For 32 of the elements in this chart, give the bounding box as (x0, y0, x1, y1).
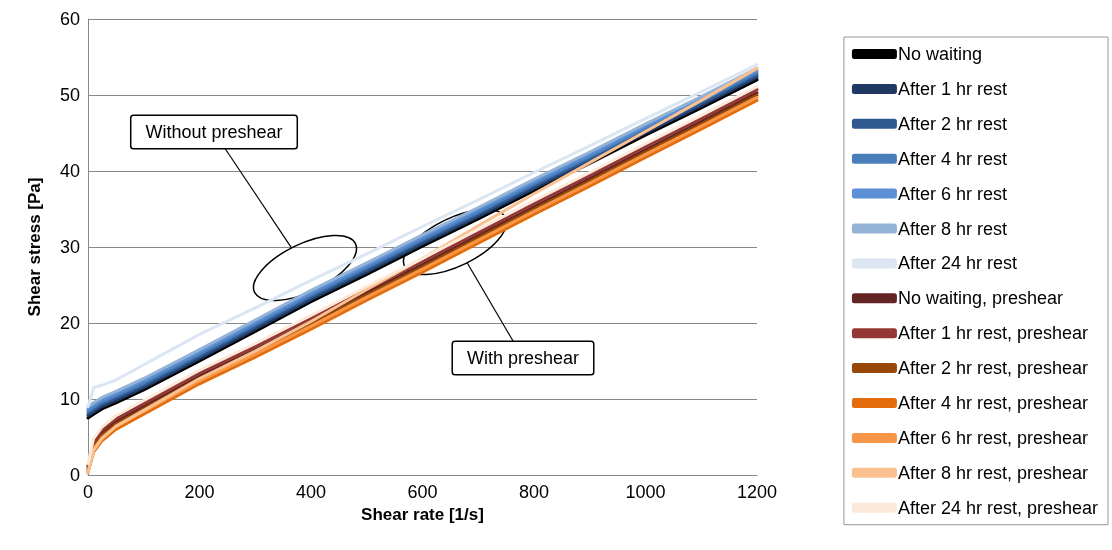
x-tick-label: 400 (295, 482, 327, 502)
x-axis-title: Shear rate [1/s] (361, 504, 484, 524)
x-tick-label: 1200 (736, 482, 778, 502)
y-tick-label: 20 (59, 313, 80, 333)
x-tick-label: 0 (82, 482, 94, 502)
y-tick-label: 0 (69, 465, 80, 485)
annotation: With preshear (466, 348, 580, 368)
legend-label: After 6 hr rest (897, 183, 1007, 204)
y-axis-title: Shear stress [Pa] (25, 177, 44, 317)
legend-label: After 1 hr rest, preshear (897, 323, 1088, 344)
legend-label: After 1 hr rest (897, 78, 1007, 99)
x-tick-label: 600 (407, 482, 438, 502)
y-tick-label: 10 (59, 389, 80, 409)
annotation: Without preshear (145, 122, 283, 142)
legend-label: After 24 hr rest, preshear (897, 497, 1099, 518)
y-tick-label: 50 (59, 85, 80, 105)
y-tick-label: 30 (59, 237, 80, 257)
y-tick-label: 40 (59, 161, 80, 181)
x-tick-label: 800 (518, 482, 550, 502)
x-tick-label: 200 (184, 482, 215, 502)
legend-label: After 6 hr rest, preshear (897, 427, 1088, 448)
legend-label: After 4 hr rest (897, 148, 1007, 169)
legend-label: After 2 hr rest, preshear (897, 358, 1088, 379)
legend-label: After 2 hr rest (897, 113, 1007, 134)
legend-label: No waiting, preshear (897, 288, 1063, 309)
legend-label: After 24 hr rest (897, 253, 1017, 274)
legend-label: After 8 hr rest, preshear (897, 462, 1088, 483)
x-tick-label: 1000 (625, 482, 666, 502)
legend-label: After 4 hr rest, preshear (897, 393, 1088, 413)
y-tick-label: 60 (59, 9, 80, 29)
legend-label: After 8 hr rest (897, 218, 1007, 239)
legend-label: No waiting (897, 44, 982, 64)
